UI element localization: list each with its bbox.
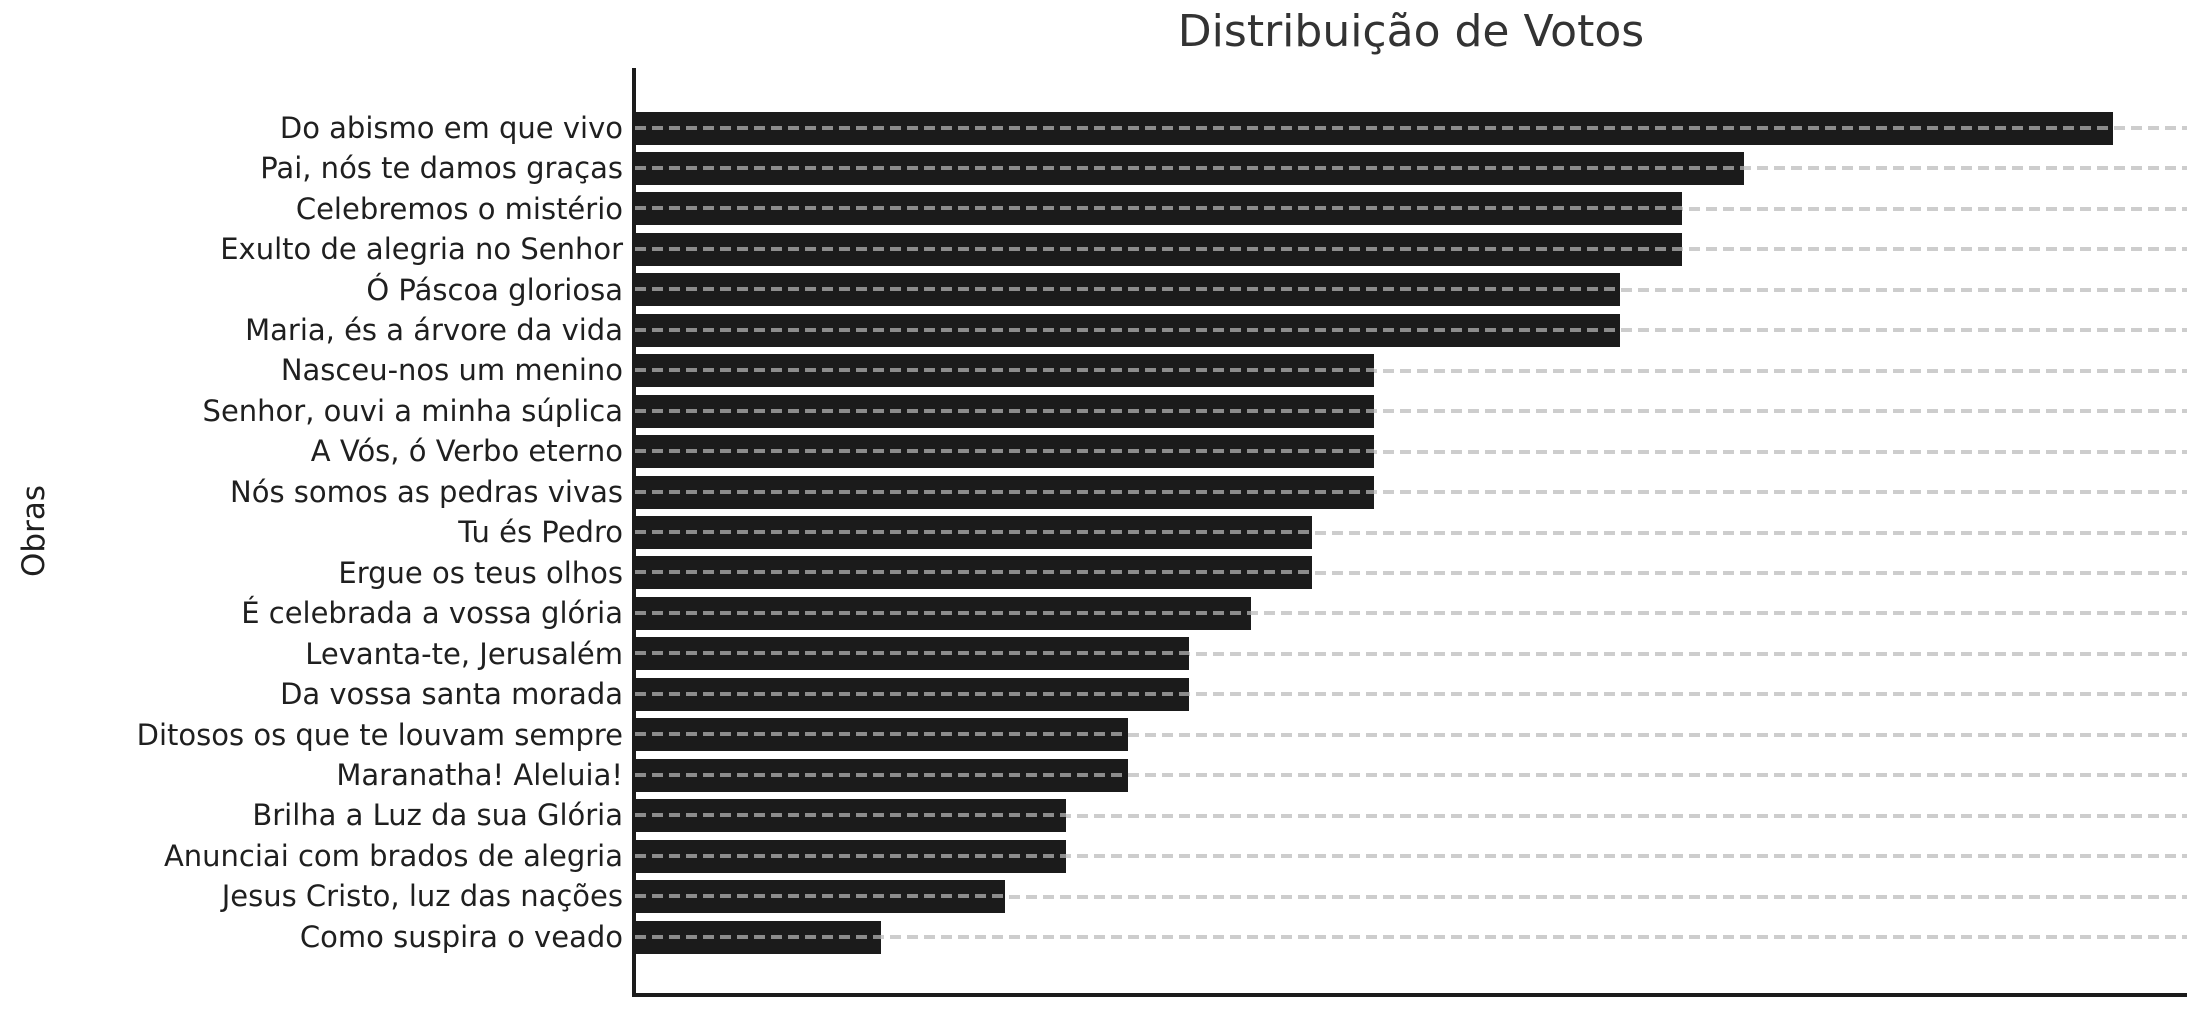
- bar: [635, 435, 1374, 469]
- bar: [635, 151, 1744, 185]
- y-tick-label: Anunciai com brados de alegria: [163, 838, 623, 873]
- gridline-over-bar: [635, 853, 1066, 858]
- y-tick-label: Ditosos os que te louvam sempre: [136, 717, 623, 752]
- category-gridline: [635, 773, 2187, 778]
- gridline-over-bar: [635, 530, 1312, 534]
- y-tick-label: Jesus Cristo, luz das nações: [221, 879, 623, 914]
- bar: [635, 718, 1128, 752]
- gridline-over-bar: [635, 165, 1744, 170]
- y-axis-spine: [632, 68, 636, 997]
- gridline-over-bar: [635, 732, 1128, 737]
- y-tick-label: Nós somos as pedras vivas: [230, 474, 623, 509]
- gridline-over-bar: [635, 287, 1620, 292]
- category-gridline: [635, 935, 2187, 939]
- y-tick-label: Maranatha! Aleluia!: [336, 757, 623, 792]
- bar: [635, 556, 1312, 590]
- bar: [635, 313, 1620, 347]
- category-gridline: [635, 651, 2187, 656]
- bar: [635, 758, 1128, 792]
- bar: [635, 111, 2113, 145]
- gridline-over-bar: [635, 449, 1374, 454]
- gridline-over-bar: [635, 691, 1189, 696]
- bar: [635, 637, 1189, 671]
- gridline-over-bar: [635, 894, 1005, 899]
- bar: [635, 232, 1682, 266]
- gridline-over-bar: [635, 368, 1374, 373]
- x-axis-spine: [632, 993, 2187, 997]
- bar: [635, 880, 1005, 914]
- gridline-over-bar: [635, 246, 1682, 251]
- bar: [635, 394, 1374, 428]
- category-gridline: [635, 570, 2187, 575]
- bar: [635, 192, 1682, 226]
- y-tick-label: É celebrada a vossa glória: [241, 596, 623, 631]
- gridline-over-bar: [635, 813, 1066, 818]
- bar: [635, 273, 1620, 307]
- y-tick-label: Da vossa santa morada: [280, 677, 623, 712]
- y-tick-label: Levanta-te, Jerusalém: [305, 636, 623, 671]
- category-gridline: [635, 692, 2187, 697]
- y-tick-label: Como suspira o veado: [299, 919, 623, 954]
- category-gridline: [635, 813, 2187, 818]
- category-gridline: [635, 854, 2187, 859]
- bar: [635, 516, 1312, 549]
- y-tick-label: Brilha a Luz da sua Glória: [252, 798, 623, 833]
- category-gridline: [635, 530, 2187, 535]
- y-tick-label: Celebremos o mistério: [295, 191, 623, 226]
- gridline-over-bar: [635, 125, 2113, 130]
- y-tick-label: A Vós, ó Verbo eterno: [310, 434, 623, 469]
- y-tick-label: Do abismo em que vivo: [279, 110, 623, 145]
- gridline-over-bar: [635, 610, 1251, 615]
- category-gridline: [635, 490, 2187, 495]
- category-gridline: [635, 894, 2187, 899]
- y-tick-label: Maria, és a árvore da vida: [245, 313, 623, 348]
- category-gridline: [635, 449, 2187, 454]
- bar: [635, 475, 1374, 509]
- gridline-over-bar: [635, 772, 1128, 777]
- category-gridline: [635, 409, 2187, 414]
- y-tick-label: Exulto de alegria no Senhor: [220, 232, 623, 267]
- chart-title: Distribuição de Votos: [1177, 6, 1645, 57]
- category-gridline: [635, 368, 2187, 373]
- bar: [635, 354, 1374, 388]
- y-tick-labels: Do abismo em que vivo Pai, nós te damos g…: [0, 68, 623, 994]
- gridline-over-bar: [635, 206, 1682, 211]
- bar: [635, 839, 1066, 873]
- y-tick-label: Nasceu-nos um menino: [280, 353, 623, 388]
- category-gridline: [635, 732, 2187, 737]
- category-gridline: [635, 611, 2187, 616]
- bar: [635, 799, 1066, 833]
- y-tick-label: Tu és Pedro: [458, 515, 623, 550]
- y-tick-label: Pai, nós te damos graças: [260, 151, 623, 186]
- y-tick-label: Senhor, ouvi a minha súplica: [202, 393, 623, 428]
- bar: [635, 920, 881, 954]
- y-tick-label: Ó Páscoa gloriosa: [366, 272, 623, 307]
- plot-area: [635, 68, 2187, 994]
- gridline-over-bar: [635, 408, 1374, 413]
- y-tick-label: Ergue os teus olhos: [338, 555, 623, 590]
- gridline-over-bar: [635, 327, 1620, 332]
- gridline-over-bar: [635, 651, 1189, 656]
- bar: [635, 596, 1251, 630]
- gridline-over-bar: [635, 489, 1374, 494]
- gridline-over-bar: [635, 934, 881, 939]
- gridline-over-bar: [635, 570, 1312, 575]
- bar: [635, 677, 1189, 711]
